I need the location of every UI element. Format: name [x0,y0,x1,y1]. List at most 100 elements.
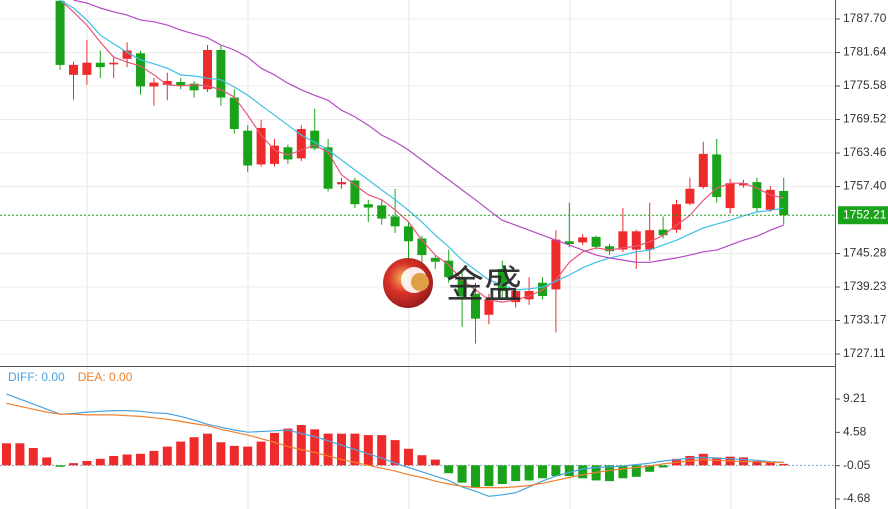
candle-body [149,82,159,87]
macd-bar [390,440,400,466]
macd-bar [296,425,306,466]
macd-bar [605,465,614,482]
candle-body [564,241,574,245]
candle-body [605,246,614,252]
candle-body [136,53,145,87]
y-tick-label: 1739.23 [843,279,887,293]
candle-body [323,147,333,189]
candle-body [645,230,655,250]
y-tick-label: 1769.52 [843,112,887,126]
last-price-label: 1752.21 [843,207,887,221]
macd-bar [618,465,628,479]
candle-body [672,204,681,230]
macd-bar [752,460,762,466]
candle-body [216,49,226,98]
candle-body [430,257,440,262]
macd-bar [484,465,494,487]
macd-line [6,393,784,497]
y-tick-label: 1763.46 [843,145,887,159]
watermark-text: 金盛 [446,263,522,307]
candle-body [631,231,641,250]
macd-bar [430,459,440,466]
candle-body [591,236,601,247]
macd-bar [69,463,78,466]
macd-bar [243,446,253,466]
candle-body [337,182,346,185]
candle-body [712,154,722,198]
candle-body [444,260,454,278]
macd-bar [765,461,775,466]
watermark-logo-dot [411,273,429,291]
candle-body [296,129,306,159]
legend-label: DEA: 0.00 [78,370,133,384]
macd-bar [337,433,346,466]
candle-body [55,0,65,65]
macd-bar [15,443,25,466]
y-tick-label: 1745.28 [843,246,887,260]
candle-body [511,291,521,303]
macd-bar [645,465,655,472]
candle-body [457,277,467,297]
macd-bar [417,455,427,466]
candle-body [417,238,427,256]
candle-body [471,293,480,319]
candle-body [95,62,105,68]
candle-body [524,291,534,300]
candle-body [497,268,507,292]
candle-body [270,145,279,164]
candle-body [283,147,293,160]
candle-body [578,237,588,243]
macd-bar [524,465,534,481]
y-tick-label: 1787.70 [843,11,887,25]
macd-bar [712,457,722,466]
moving-average-line [73,0,784,263]
candle-body [377,205,387,219]
candle-body [69,64,78,75]
y-tick-label: -4.68 [843,491,871,505]
macd-bar [564,465,574,477]
candle-body [82,62,92,75]
candle-body [685,188,695,204]
candle-body [779,190,789,216]
candle-body [176,82,186,86]
macd-bar [377,435,387,466]
candle-body [551,239,561,290]
macd-bar [136,453,145,466]
macd-bar [256,441,266,466]
candle-body [404,226,413,242]
y-tick-label: 1727.11 [843,346,886,360]
macd-bar [95,458,105,466]
candle-body [765,189,775,210]
moving-average-line [59,0,784,303]
macd-bar [109,455,119,466]
macd-bar [122,454,132,466]
y-tick-label: 1733.17 [843,313,887,327]
macd-line [6,402,784,489]
candle-body [725,183,735,209]
macd-bar [497,465,507,485]
y-tick-label: 1757.40 [843,179,887,193]
candle-body [363,204,373,208]
candle-body [698,153,708,188]
candle-body [658,229,668,236]
macd-bar [203,433,212,466]
macd-bar [323,433,333,466]
candle-body [256,127,266,165]
candle-body [350,180,360,205]
macd-bar [631,465,641,477]
macd-bar [216,442,226,466]
last-price-box [838,206,888,225]
candle-body [229,97,239,130]
macd-bar [270,432,279,466]
candle-body [122,50,132,59]
y-tick-label: 1781.64 [843,45,887,59]
candle-body [189,83,199,91]
macd-bar [457,465,467,483]
macd-bar [28,448,38,466]
macd-bar [578,465,588,479]
y-tick-label: 9.21 [843,391,867,405]
macd-bar [310,429,320,466]
candle-body [243,130,253,166]
candle-body [203,49,212,90]
